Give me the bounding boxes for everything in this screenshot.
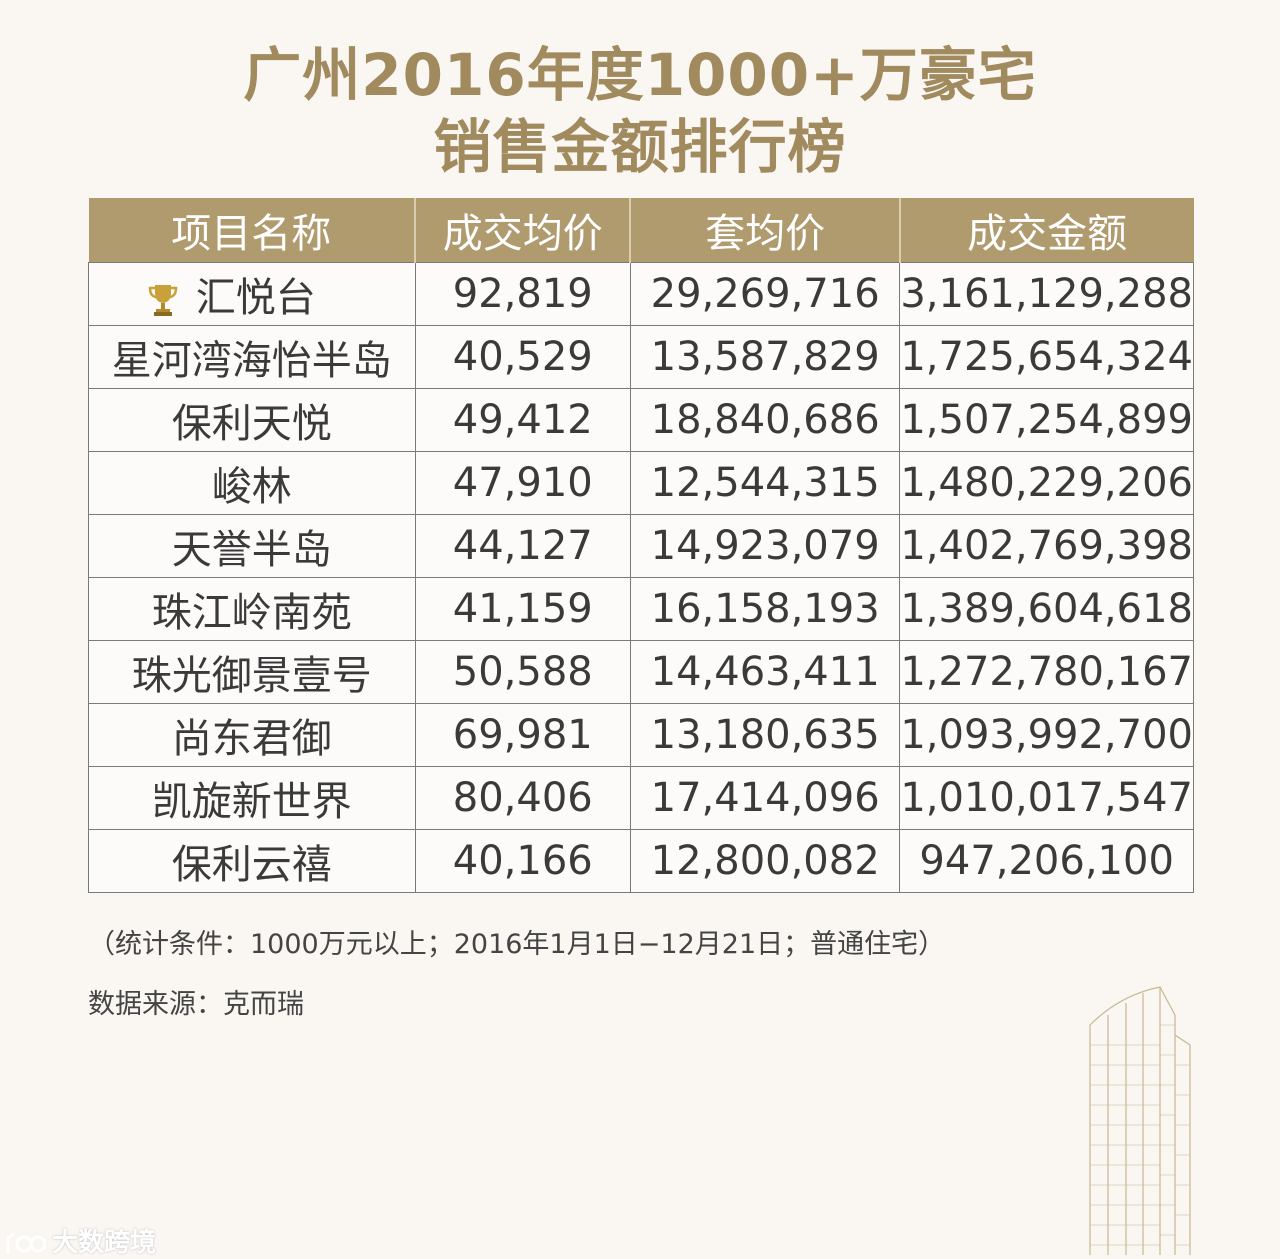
- table-row: 汇悦台 92,819 29,269,716 3,161,129,288: [88, 262, 1194, 326]
- avg-price-cell: 50,588: [414, 640, 631, 704]
- avg-price-cell: 41,159: [414, 577, 631, 641]
- column-header-avg-unit-price: 套均价: [629, 198, 900, 263]
- total-amount-cell: 1,010,017,547: [899, 766, 1194, 830]
- watermark-logo-icon: [6, 1232, 46, 1254]
- total-amount-cell: 947,206,100: [899, 829, 1194, 893]
- avg-unit-price-cell: 16,158,193: [629, 577, 901, 641]
- project-name-cell: 保利云禧: [88, 829, 416, 893]
- total-amount-cell: 1,272,780,167: [899, 640, 1194, 704]
- trophy-icon: [148, 285, 178, 316]
- avg-price-cell: 40,166: [414, 829, 631, 893]
- avg-unit-price-cell: 12,800,082: [629, 829, 901, 893]
- total-amount-cell: 1,402,769,398: [899, 514, 1194, 578]
- table-row: 保利天悦 49,412 18,840,686 1,507,254,899: [88, 388, 1194, 452]
- project-name-cell: 凯旋新世界: [88, 766, 416, 830]
- statistics-conditions-note: （统计条件：1000万元以上；2016年1月1日−12月21日；普通住宅）: [88, 929, 946, 960]
- total-amount-cell: 1,389,604,618: [899, 577, 1194, 641]
- table-row: 珠江岭南苑 41,159 16,158,193 1,389,604,618: [88, 577, 1194, 641]
- project-name: 汇悦台: [195, 275, 316, 321]
- project-name-cell: 星河湾海怡半岛: [88, 325, 416, 389]
- table-row: 峻林 47,910 12,544,315 1,480,229,206: [88, 451, 1194, 515]
- avg-unit-price-cell: 17,414,096: [629, 766, 901, 830]
- column-header-project: 项目名称: [88, 198, 416, 263]
- avg-price-cell: 40,529: [414, 325, 631, 389]
- avg-price-cell: 92,819: [414, 262, 631, 326]
- table-row: 保利云禧 40,166 12,800,082 947,206,100: [88, 829, 1194, 893]
- avg-unit-price-cell: 29,269,716: [629, 262, 901, 326]
- avg-unit-price-cell: 13,587,829: [629, 325, 901, 389]
- table-row: 尚东君御 69,981 13,180,635 1,093,992,700: [88, 703, 1194, 767]
- project-name-cell: 珠光御景壹号: [88, 640, 416, 704]
- avg-unit-price-cell: 18,840,686: [629, 388, 901, 452]
- table-row: 星河湾海怡半岛 40,529 13,587,829 1,725,654,324: [88, 325, 1194, 389]
- project-name-cell: 峻林: [88, 451, 416, 515]
- page-title: 广州2016年度1000+万豪宅: [243, 41, 1037, 109]
- avg-price-cell: 80,406: [414, 766, 631, 830]
- total-amount-cell: 1,507,254,899: [899, 388, 1194, 452]
- avg-price-cell: 44,127: [414, 514, 631, 578]
- avg-price-cell: 69,981: [414, 703, 631, 767]
- column-header-avg-price: 成交均价: [414, 198, 631, 263]
- project-name-cell: 汇悦台: [88, 262, 416, 326]
- table-row: 天誉半岛 44,127 14,923,079 1,402,769,398: [88, 514, 1194, 578]
- table-row: 凯旋新世界 80,406 17,414,096 1,010,017,547: [88, 766, 1194, 830]
- avg-price-cell: 49,412: [414, 388, 631, 452]
- total-amount-cell: 1,725,654,324: [899, 325, 1194, 389]
- column-header-total-amount: 成交金额: [898, 198, 1194, 263]
- avg-price-cell: 47,910: [414, 451, 631, 515]
- skyscraper-illustration: [1089, 986, 1191, 1255]
- watermark-text: 大数跨境: [52, 1228, 157, 1258]
- avg-unit-price-cell: 12,544,315: [629, 451, 901, 515]
- project-name-cell: 保利天悦: [88, 388, 416, 452]
- ranking-table: 项目名称 成交均价 套均价 成交金额 汇悦台 92,819 29,269,716…: [88, 198, 1194, 893]
- avg-unit-price-cell: 13,180,635: [629, 703, 901, 767]
- total-amount-cell: 3,161,129,288: [899, 262, 1194, 326]
- table-row: 珠光御景壹号 50,588 14,463,411 1,272,780,167: [88, 640, 1194, 704]
- avg-unit-price-cell: 14,923,079: [629, 514, 901, 578]
- total-amount-cell: 1,480,229,206: [899, 451, 1194, 515]
- total-amount-cell: 1,093,992,700: [899, 703, 1194, 767]
- table-header-row: 项目名称 成交均价 套均价 成交金额: [88, 198, 1194, 263]
- data-source-note: 数据来源：克而瑞: [88, 989, 304, 1020]
- page-subtitle: 销售金额排行榜: [433, 113, 847, 181]
- project-name-cell: 珠江岭南苑: [88, 577, 416, 641]
- avg-unit-price-cell: 14,463,411: [629, 640, 901, 704]
- watermark: 大数跨境: [4, 1222, 156, 1259]
- project-name-cell: 尚东君御: [88, 703, 416, 767]
- project-name-cell: 天誉半岛: [88, 514, 416, 578]
